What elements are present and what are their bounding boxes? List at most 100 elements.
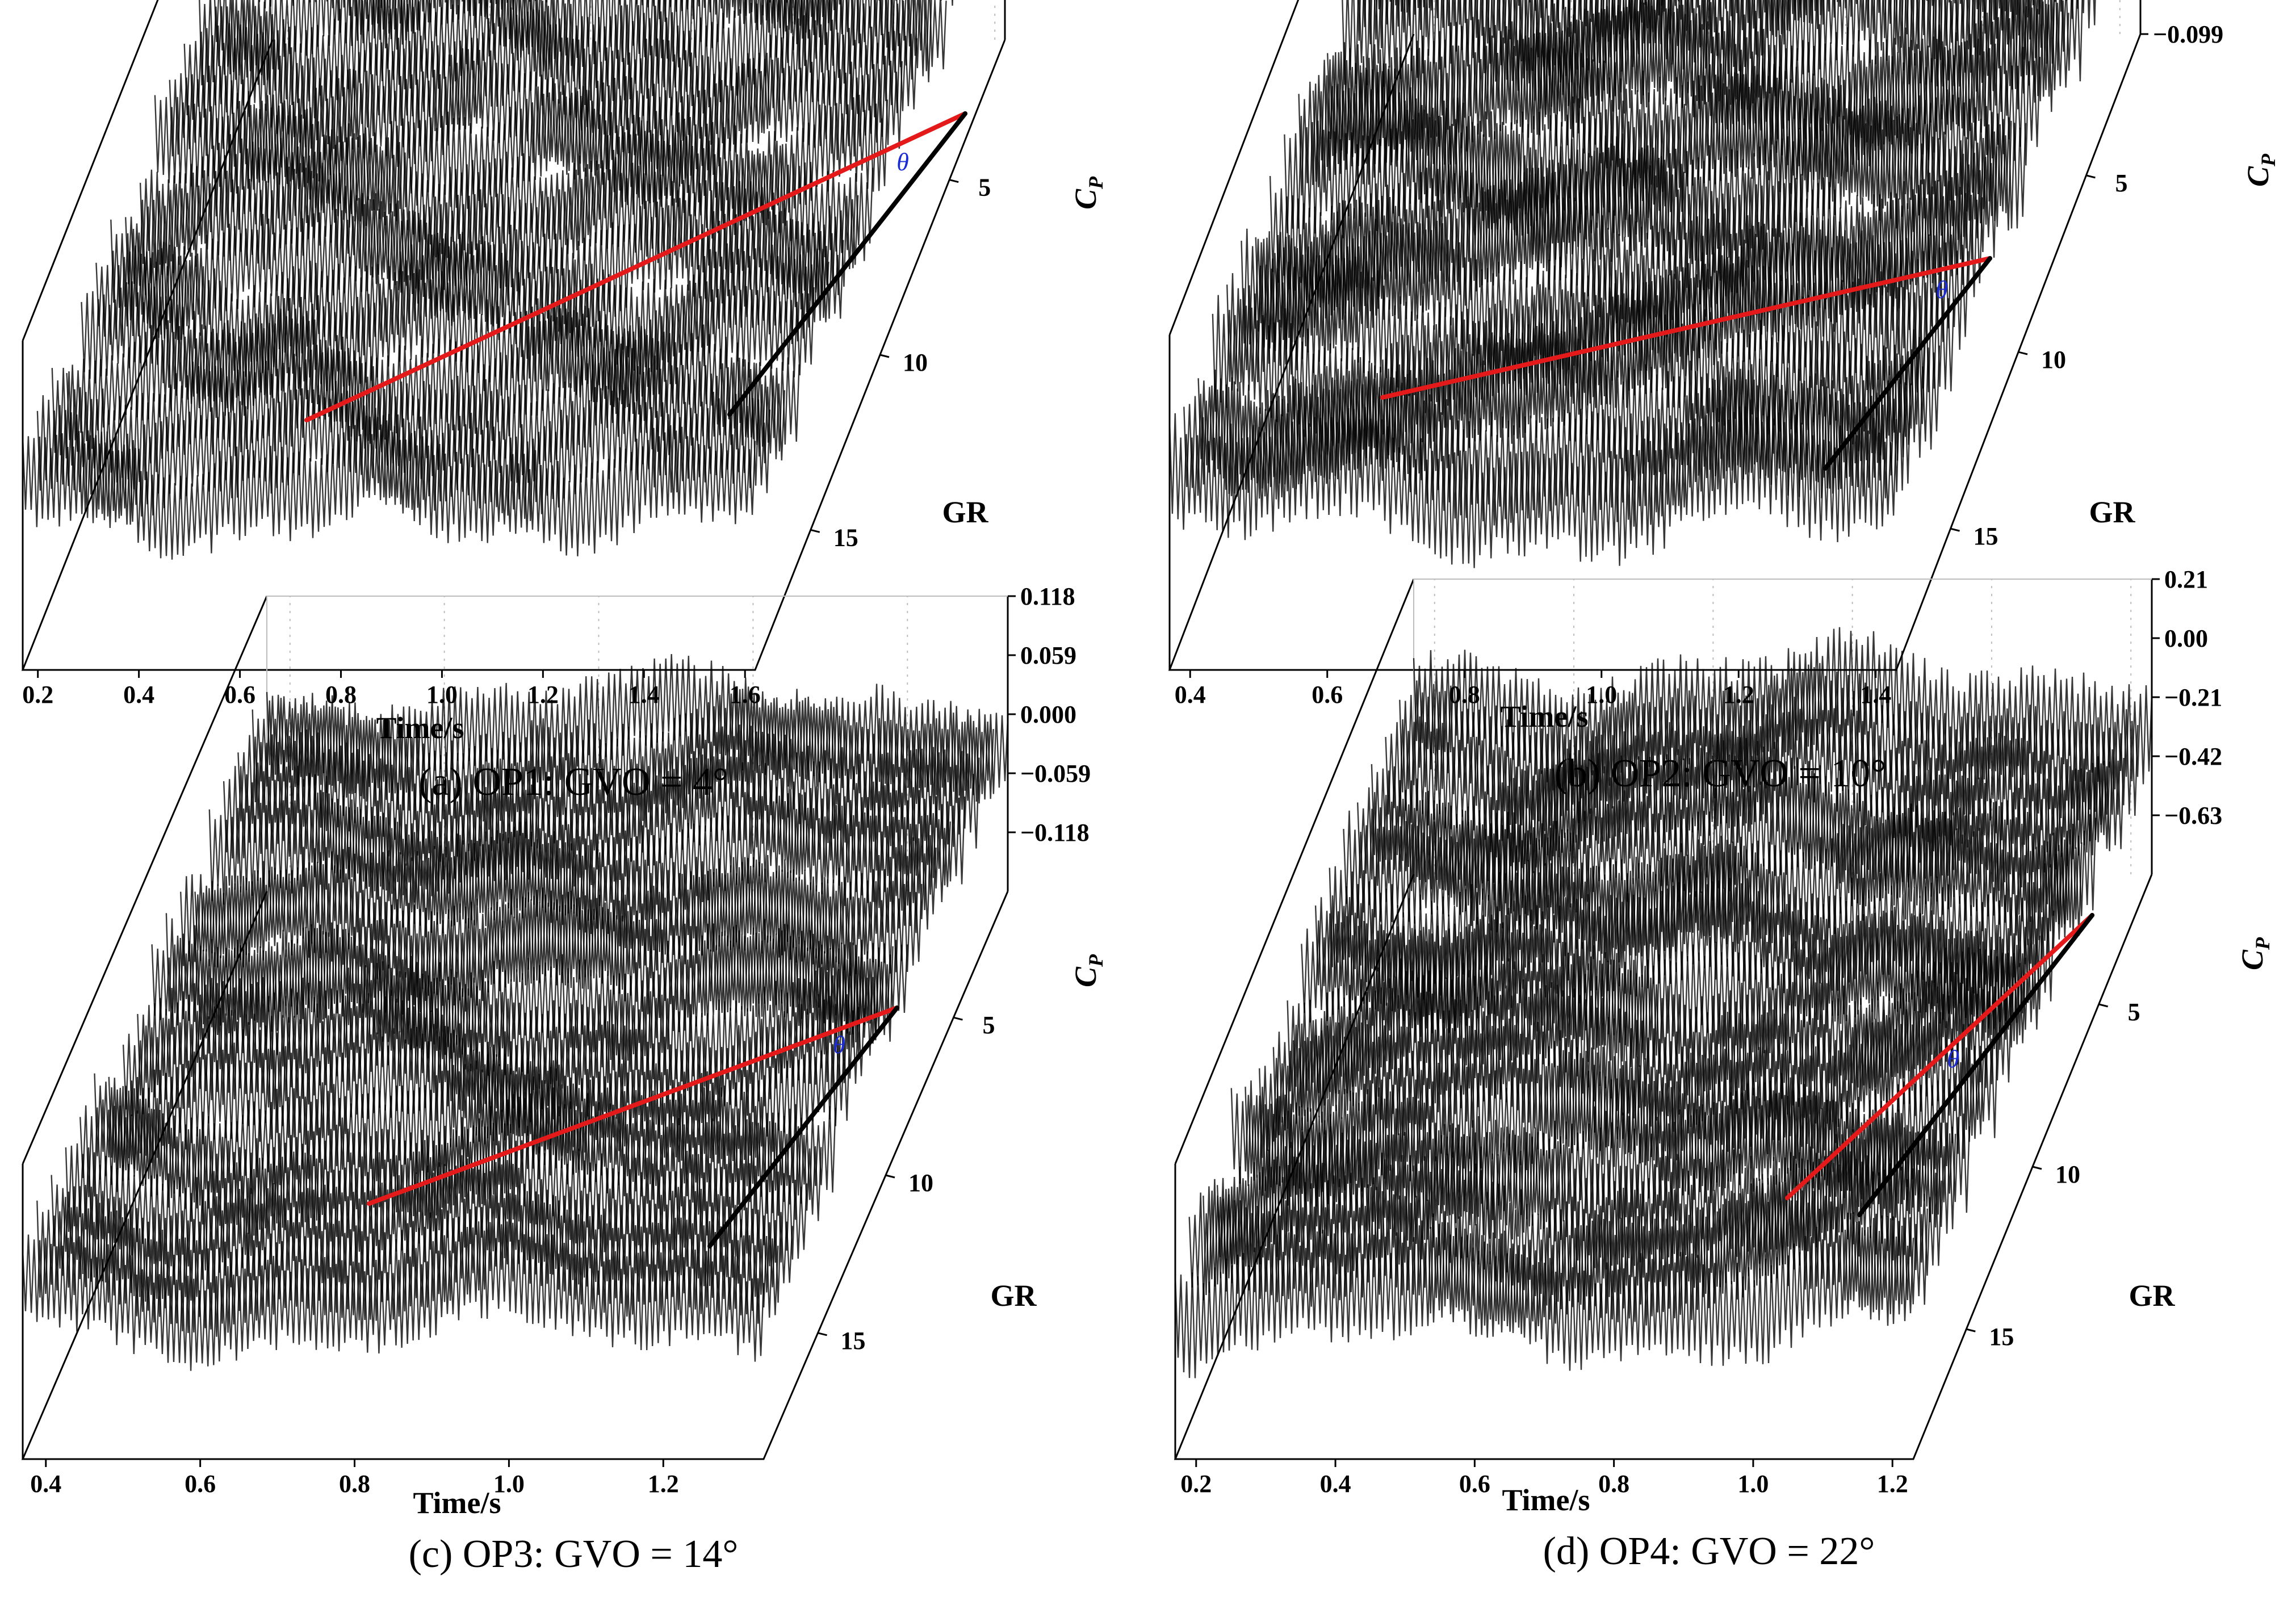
gr-tick-mark: [2032, 1166, 2042, 1170]
axis-left-top-edge: [1168, 0, 1300, 336]
waveform-series: [1174, 627, 2153, 1378]
x-tick-label: 0.4: [1320, 1470, 1351, 1498]
gr-tick-mark: [2018, 351, 2028, 355]
cp-axis-title-main: C: [2235, 949, 2269, 970]
waveform-series: [22, 0, 954, 560]
x-tick-label: 0.8: [1598, 1470, 1629, 1498]
cp-axis-title-sub: P: [2251, 937, 2274, 950]
gr-tick-mark: [1966, 1328, 1976, 1332]
gr-tick-label: 15: [1989, 1323, 2014, 1351]
x-tick-label: 1.2: [1877, 1470, 1908, 1498]
gr-axis: 5 10 15 GR: [1950, 169, 2136, 550]
cp-tick-label: 0.118: [1020, 583, 1075, 610]
chart-panel-c: 0.4 0.6 0.8 1.0 1.2Time/s51015GR0.1180.0590.…: [21, 583, 1107, 1576]
x-tick-label: 0.4: [123, 681, 154, 709]
x-axis: 0.4 0.6 0.8 1.0 1.2 Time/s: [30, 1459, 679, 1520]
black-reference-line: [1857, 913, 2094, 1217]
x-tick-label: 0.6: [224, 681, 255, 709]
cp-axis-title: CP: [2241, 153, 2280, 187]
x-tick-label: 0.2: [22, 681, 53, 709]
x-axis-title: Time/s: [1502, 1483, 1590, 1517]
series-gr-7: [180, 855, 923, 998]
chart-panel-b: 0.40.60.81.01.21.4Time/s51015GR0.0660.03…: [1168, 0, 2280, 795]
x-axis-title: Time/s: [413, 1486, 501, 1520]
cp-axis-title-sub: P: [1084, 176, 1107, 190]
gr-tick-label: 10: [2055, 1160, 2080, 1188]
gr-tick-label: 5: [2128, 998, 2140, 1026]
chart-panel-a: 0.20.40.60.81.01.21.41.6Time/s51015GR0.0…: [21, 0, 1107, 804]
panel-caption: (d) OP4: GVO = 22°: [1543, 1529, 1875, 1573]
theta-angle-label: θ: [1947, 1045, 1959, 1073]
cp-axis: 0.21 0.00 −0.21 −0.42 −0.63 CP: [2152, 565, 2274, 970]
gr-tick-label: 15: [1974, 522, 1998, 550]
cp-axis-title-sub: P: [2257, 153, 2280, 167]
gr-tick-mark: [879, 354, 890, 358]
cp-axis-title-main: C: [1069, 188, 1103, 209]
black-reference-line: [1823, 256, 1992, 471]
black-reference-line: [727, 111, 967, 417]
series-gr-11: [1284, 97, 2012, 267]
x-tick-label: 1.0: [493, 1470, 525, 1498]
cp-tick-label: 0.21: [2164, 565, 2208, 593]
cp-tick-label: −0.63: [2164, 802, 2222, 829]
theta-angle-label: θ: [896, 148, 909, 176]
gr-axis-title: GR: [2089, 495, 2136, 529]
series-gr-19: [22, 1221, 765, 1371]
gr-tick-label: 5: [2115, 169, 2127, 197]
x-tick-label: 0.2: [1180, 1470, 1212, 1498]
series-gr-19: [1168, 399, 1897, 568]
x-tick-label: 0.6: [185, 1470, 216, 1498]
cp-tick-label: −0.42: [2164, 743, 2222, 770]
cp-axis: 0.118 0.059 0.000 −0.059 −0.118 CP: [1008, 583, 1107, 987]
cp-tick-label: 0.000: [1020, 701, 1076, 728]
gr-axis-title: GR: [2129, 1279, 2176, 1313]
x-tick-label: 0.6: [1459, 1470, 1490, 1498]
cp-tick-label: −0.059: [1020, 760, 1091, 787]
gr-tick-label: 10: [2041, 346, 2066, 374]
gr-axis: 5 10 15 GR: [810, 174, 991, 551]
chart-panel-d: 0.2 0.4 0.6 0.8 1.0 1.2 Time/s 5 10 15 GR 0.21 0.00 −…: [1174, 565, 2274, 1573]
waveform-series: [1168, 0, 2096, 568]
cp-tick-label: −0.118: [1020, 819, 1090, 846]
gr-tick-label: 5: [978, 174, 991, 202]
cp-axis: 0.0480.0240.000−0.024−0.048CP: [1069, 176, 1107, 209]
theta-angle-label: θ: [1935, 276, 1948, 304]
trend-annotation: θ: [1380, 256, 1992, 471]
red-trend-line: [304, 111, 967, 422]
series-gr-19: [1174, 1213, 1914, 1378]
gr-tick-mark: [1950, 527, 1960, 532]
gr-tick-mark: [885, 1174, 895, 1179]
x-tick-label: 1.0: [1737, 1470, 1769, 1498]
gr-tick-label: 5: [982, 1011, 995, 1039]
panel-caption: (c) OP3: GVO = 14°: [409, 1532, 739, 1576]
x-tick-label: 1.2: [527, 681, 559, 709]
gr-tick-mark: [949, 179, 959, 183]
x-tick-label: 0.6: [1312, 681, 1343, 709]
cp-axis-title-main: C: [1069, 966, 1103, 987]
series-gr-8: [1314, 878, 2055, 1037]
series-gr-7: [1327, 0, 2055, 166]
trend-annotation: θ: [367, 1005, 899, 1248]
cp-axis-title: CP: [1069, 176, 1107, 209]
x-tick-label: 0.4: [1175, 681, 1206, 709]
series-gr-5: [208, 789, 951, 929]
cp-tick-label: −0.099: [2153, 20, 2223, 48]
gr-tick-label: 10: [903, 349, 928, 376]
gr-tick-label: 10: [908, 1169, 933, 1197]
trend-annotation: θ: [1785, 913, 2094, 1217]
gr-tick-mark: [2086, 174, 2096, 179]
gr-tick-label: 15: [841, 1327, 866, 1355]
gr-axis: 5 10 15 GR: [1966, 998, 2176, 1351]
gr-tick-label: 15: [833, 523, 858, 551]
gr-axis: 5 10 15 GR: [818, 1011, 1037, 1355]
black-reference-line: [707, 1005, 899, 1248]
cp-tick-label: −0.21: [2164, 684, 2222, 711]
axis-left-top-edge: [22, 0, 159, 341]
cp-axis-title-main: C: [2241, 166, 2275, 187]
red-trend-line: [1380, 256, 1992, 400]
x-tick-label: 0.4: [30, 1470, 61, 1498]
waveform-series: [22, 653, 1009, 1371]
gr-axis-title: GR: [942, 495, 989, 529]
